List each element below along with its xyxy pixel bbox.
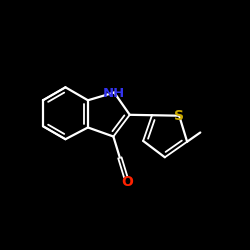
- Text: O: O: [121, 175, 133, 189]
- Text: S: S: [174, 109, 184, 123]
- Text: NH: NH: [103, 87, 125, 100]
